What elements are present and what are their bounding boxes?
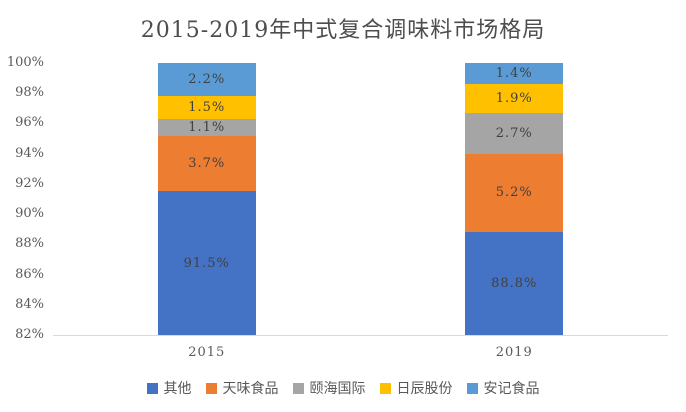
legend-label-teway-food: 天味食品 (222, 381, 279, 397)
legend-swatch-icon-yihai-international (292, 382, 304, 394)
data-label-other-2015: 91.5% (183, 255, 230, 271)
bar-segment-teway-food-2015: 3.7% (157, 135, 256, 192)
data-label-richen-shares-2015: 1.5% (188, 100, 226, 116)
legend-item-anji-food: 安记食品 (466, 378, 540, 398)
legend-item-other: 其他 (146, 378, 192, 398)
bar-segment-richen-shares-2019: 1.9% (465, 84, 564, 113)
legend-swatch-icon-richen-shares (379, 382, 391, 394)
bar-segment-anji-food-2019: 1.4% (465, 63, 564, 85)
data-label-anji-food-2019: 1.4% (495, 66, 533, 82)
legend-swatch-icon-teway-food (205, 382, 217, 394)
data-label-other-2019: 88.8% (491, 276, 538, 292)
bar-segment-yihai-international-2015: 1.1% (157, 118, 256, 136)
bar-segment-other-2015: 91.5% (157, 191, 256, 335)
y-axis-tick-label: 98% (15, 85, 44, 101)
legend-label-yihai-international: 颐海国际 (309, 381, 366, 397)
bar-segment-richen-shares-2015: 1.5% (157, 96, 256, 119)
x-axis-label-2019: 2019 (495, 345, 533, 360)
data-label-yihai-international-2015: 1.1% (188, 119, 226, 135)
chart-legend: 其他 天味食品 颐海国际 日辰股份 安记食品 (0, 378, 686, 398)
legend-label-anji-food: 安记食品 (483, 381, 540, 397)
y-axis-tick-label: 94% (15, 145, 44, 161)
bar-segment-anji-food-2015: 2.2% (157, 63, 256, 97)
y-axis-tick-label: 88% (15, 236, 44, 252)
legend-label-richen-shares: 日辰股份 (396, 381, 453, 397)
y-axis-tick-label: 82% (15, 327, 44, 342)
bar-segment-other-2019: 88.8% (465, 232, 564, 335)
legend-item-teway-food: 天味食品 (205, 378, 279, 398)
bar-segment-teway-food-2019: 5.2% (465, 153, 564, 233)
legend-label-other: 其他 (163, 381, 192, 397)
y-axis-tick-label: 90% (15, 206, 44, 222)
y-axis-tick-label: 96% (15, 115, 44, 131)
x-axis-label-2015: 2015 (188, 345, 226, 360)
chart-title: 2015-2019年中式复合调味料市场格局 (140, 18, 546, 43)
data-label-anji-food-2015: 2.2% (188, 72, 226, 88)
legend-swatch-icon-other (146, 382, 158, 394)
data-label-teway-food-2019: 5.2% (495, 185, 533, 201)
legend-item-yihai-international: 颐海国际 (292, 378, 366, 398)
legend-swatch-icon-anji-food (466, 382, 478, 394)
x-axis-line (53, 335, 668, 336)
y-axis-tick-label: 92% (15, 175, 44, 191)
data-label-yihai-international-2019: 2.7% (495, 125, 533, 141)
y-axis-tick-label: 100% (6, 55, 44, 70)
y-axis-tick-label: 86% (15, 266, 44, 282)
legend-item-richen-shares: 日辰股份 (379, 378, 453, 398)
y-axis-tick-label: 84% (15, 296, 44, 312)
data-label-teway-food-2015: 3.7% (188, 155, 226, 171)
bar-segment-yihai-international-2019: 2.7% (465, 112, 564, 154)
data-label-richen-shares-2019: 1.9% (495, 90, 533, 106)
